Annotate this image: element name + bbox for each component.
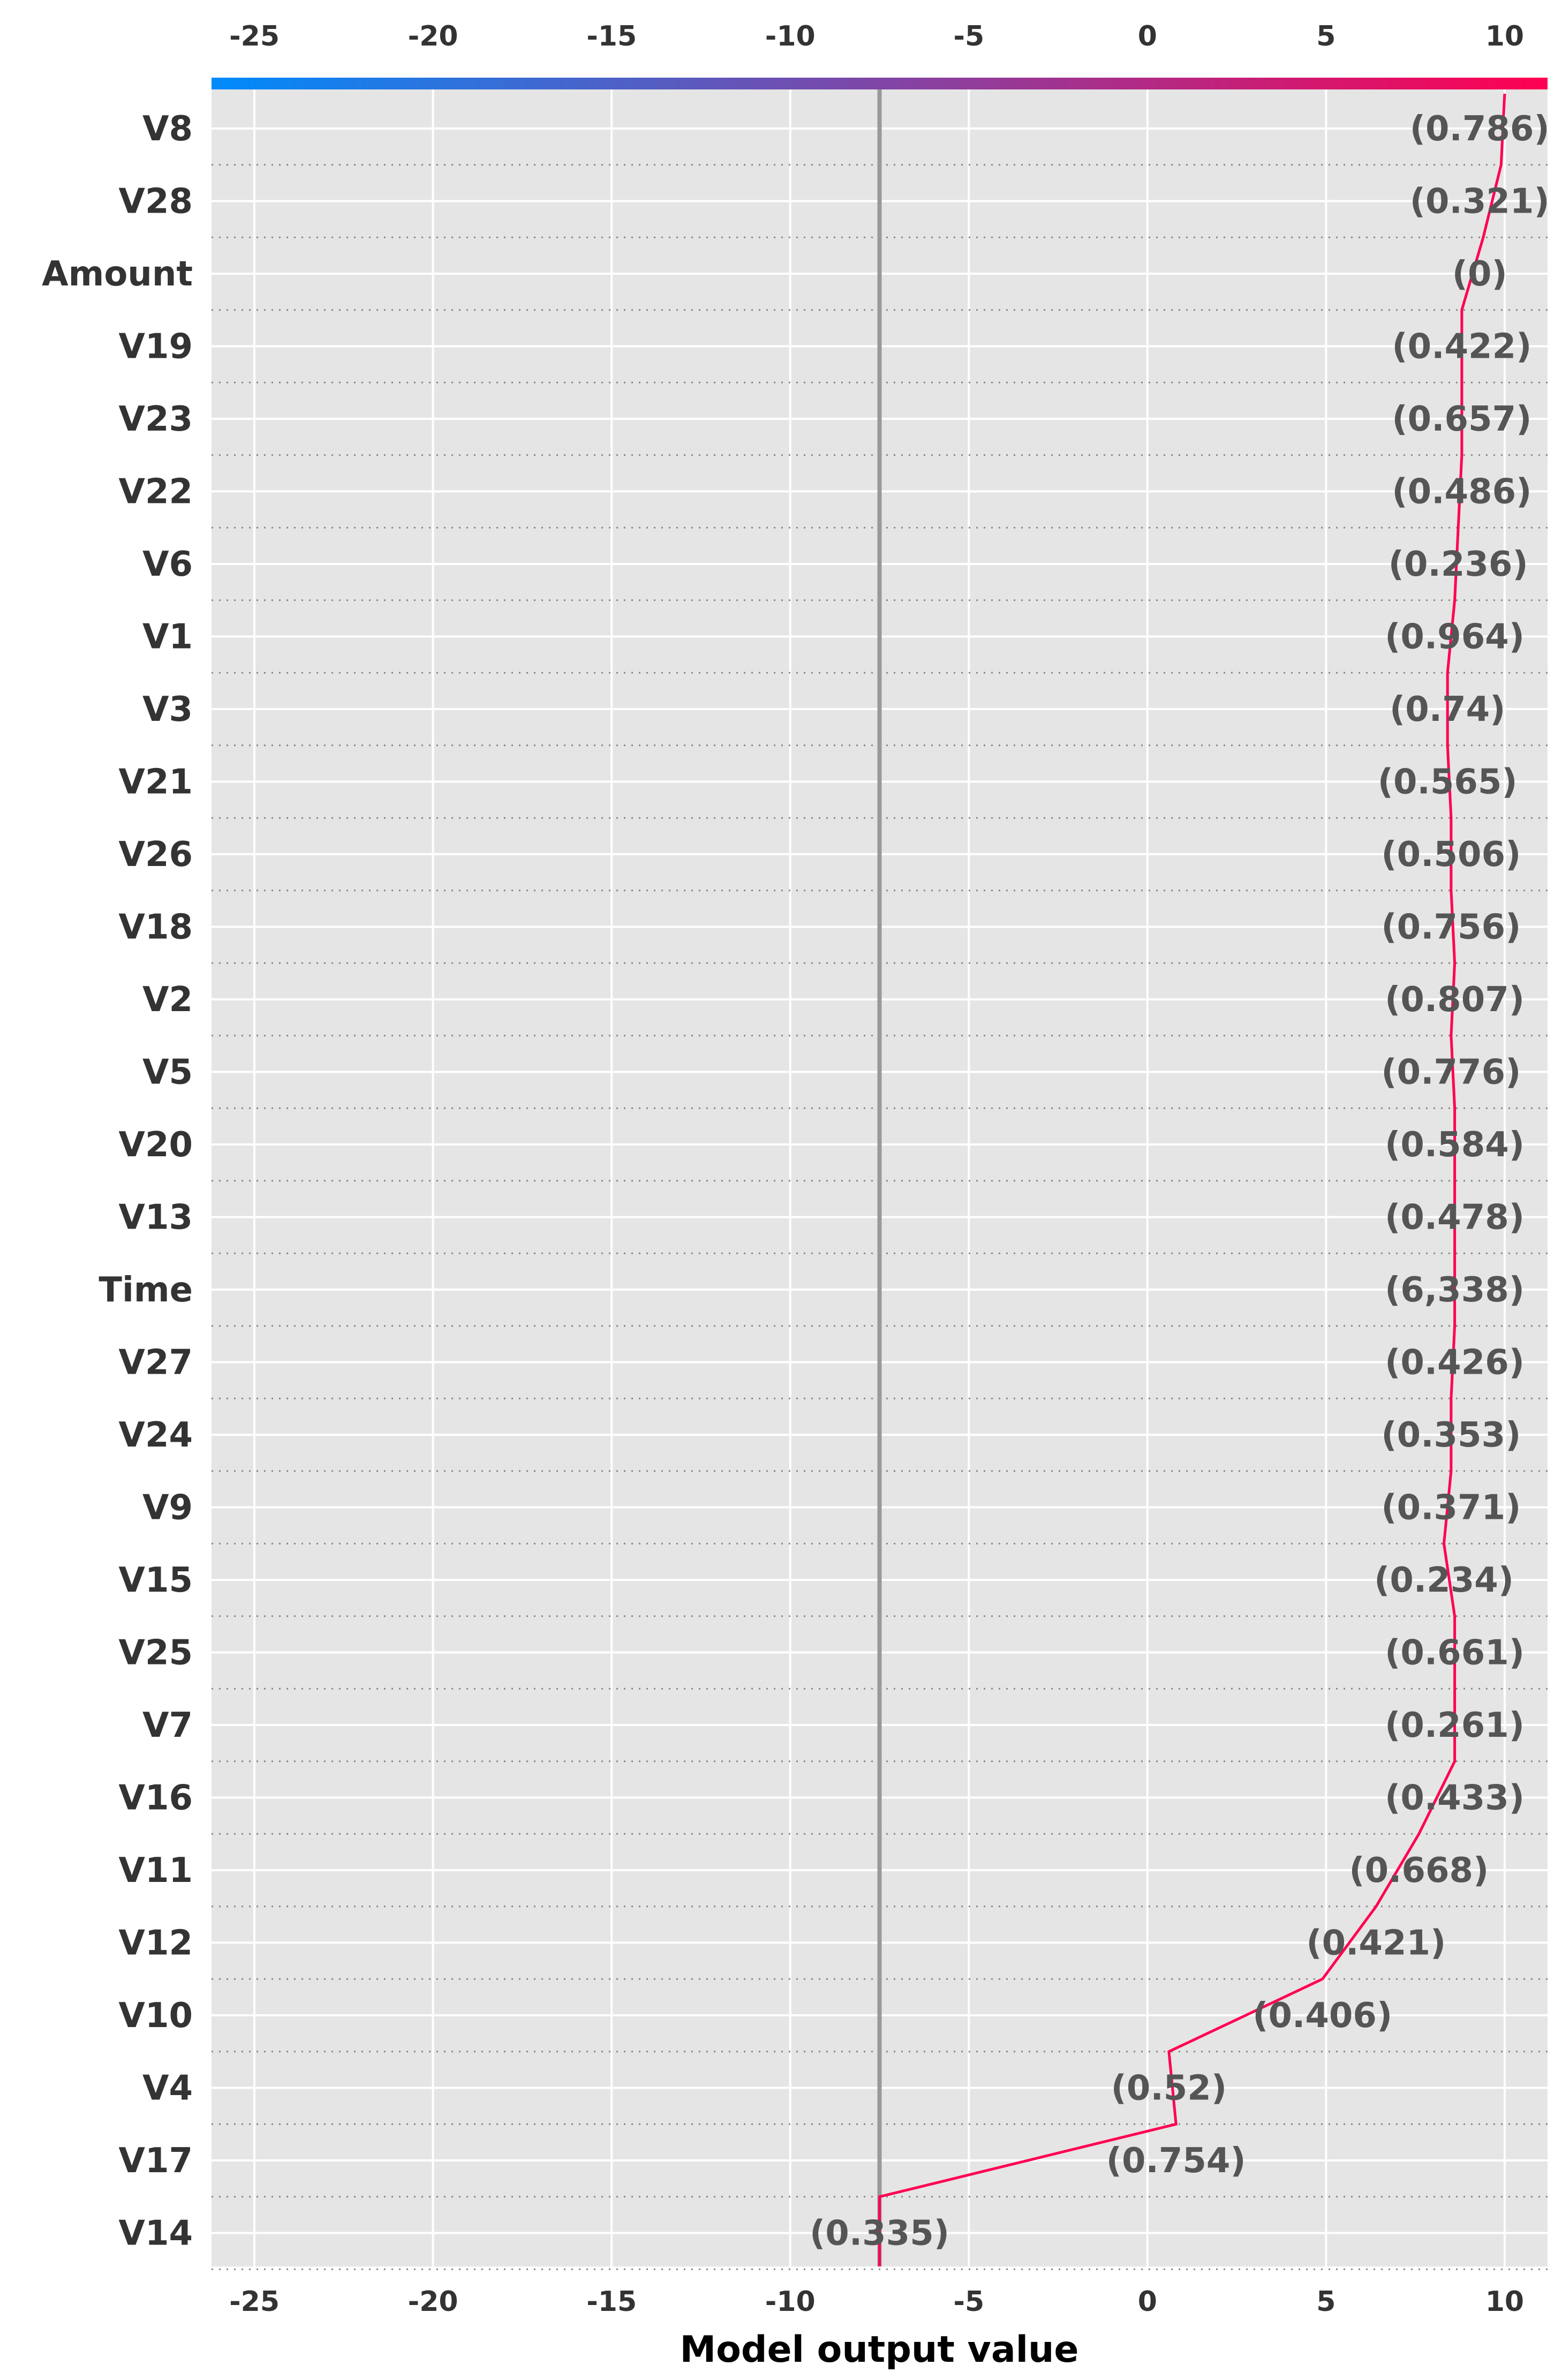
- bottom-x-tick-label: -20: [408, 2286, 458, 2318]
- feature-label: V3: [142, 690, 193, 729]
- top-x-tick-label: -5: [953, 20, 984, 52]
- feature-value-label: (0.426): [1385, 1343, 1525, 1383]
- feature-value-label: (0.754): [1106, 2141, 1246, 2181]
- feature-label: V10: [118, 1996, 193, 2036]
- feature-label: V7: [142, 1706, 193, 1745]
- feature-value-label: (0.506): [1381, 835, 1521, 875]
- feature-value-label: (0.661): [1385, 1633, 1525, 1673]
- top-x-tick-label: 0: [1138, 20, 1157, 52]
- feature-label: V18: [118, 908, 193, 947]
- feature-label: V6: [142, 545, 193, 584]
- bottom-x-tick-label: -15: [586, 2286, 637, 2318]
- colorbar: [212, 78, 1548, 89]
- top-x-tick-label: 5: [1316, 20, 1335, 52]
- feature-label: V2: [142, 980, 193, 1020]
- bottom-x-tick-label: 0: [1138, 2286, 1157, 2318]
- feature-label: V25: [118, 1633, 193, 1673]
- feature-label: V16: [118, 1779, 193, 1818]
- decision-path-line: [878, 93, 1506, 2266]
- feature-value-label: (0.807): [1385, 980, 1525, 1020]
- feature-value-label: (0.234): [1374, 1561, 1514, 1600]
- feature-value-label: (0.236): [1389, 545, 1528, 584]
- bottom-x-tick-label: -5: [953, 2286, 984, 2318]
- feature-label: V20: [118, 1125, 193, 1165]
- feature-label: V27: [118, 1343, 193, 1383]
- feature-value-label: (0.421): [1306, 1924, 1446, 1963]
- feature-label: V12: [118, 1924, 193, 1963]
- feature-label: V13: [118, 1198, 193, 1238]
- feature-label: V17: [118, 2141, 193, 2181]
- feature-value-label: (0.321): [1410, 182, 1550, 222]
- feature-value-label: (0.964): [1385, 617, 1525, 657]
- feature-label: V8: [142, 109, 193, 149]
- feature-value-label: (0.786): [1410, 109, 1550, 149]
- bottom-x-tick-label: 10: [1485, 2286, 1524, 2318]
- feature-label: V24: [118, 1415, 193, 1455]
- feature-value-label: (0.371): [1381, 1488, 1521, 1528]
- feature-value-label: (0.668): [1349, 1851, 1489, 1891]
- feature-value-label: (0.657): [1392, 400, 1531, 439]
- feature-label: V1: [142, 617, 193, 657]
- feature-label: V19: [118, 327, 193, 367]
- feature-label: V14: [118, 2214, 193, 2254]
- top-x-tick-label: 10: [1485, 20, 1524, 52]
- feature-label: Amount: [42, 254, 193, 294]
- feature-value-label: (6,338): [1385, 1270, 1525, 1310]
- feature-label: V9: [142, 1488, 193, 1528]
- feature-label: V15: [118, 1561, 193, 1600]
- feature-value-label: (0.335): [810, 2214, 949, 2254]
- feature-value-label: (0.406): [1252, 1996, 1392, 2036]
- feature-label: V4: [142, 2069, 193, 2108]
- feature-value-label: (0.353): [1381, 1415, 1521, 1455]
- feature-value-label: (0.478): [1385, 1198, 1525, 1238]
- top-x-tick-label: -25: [229, 20, 280, 52]
- feature-value-label: (0.433): [1385, 1779, 1525, 1818]
- feature-label: V26: [118, 835, 193, 875]
- feature-label: V22: [118, 472, 193, 512]
- feature-value-label: (0.776): [1381, 1053, 1521, 1093]
- feature-label: V11: [118, 1851, 193, 1891]
- x-axis-title: Model output value: [680, 2329, 1078, 2371]
- feature-value-label: (0.584): [1385, 1125, 1525, 1165]
- feature-value-label: (0.52): [1111, 2069, 1227, 2108]
- bottom-x-tick-label: -10: [765, 2286, 816, 2318]
- feature-label: V21: [118, 763, 193, 802]
- bottom-x-tick-label: -25: [229, 2286, 280, 2318]
- top-x-tick-label: -15: [586, 20, 637, 52]
- feature-value-label: (0.486): [1392, 472, 1531, 512]
- feature-label: Time: [99, 1270, 193, 1310]
- feature-value-label: (0.756): [1381, 908, 1521, 947]
- bottom-x-tick-label: 5: [1316, 2286, 1335, 2318]
- top-x-tick-label: -10: [765, 20, 816, 52]
- feature-value-label: (0.261): [1385, 1706, 1525, 1745]
- feature-label: V23: [118, 400, 193, 439]
- feature-label: V28: [118, 182, 193, 222]
- top-x-tick-label: -20: [408, 20, 458, 52]
- feature-value-label: (0.74): [1390, 690, 1505, 729]
- feature-value-label: (0.565): [1378, 763, 1518, 802]
- feature-label: V5: [142, 1053, 193, 1093]
- feature-value-label: (0): [1452, 254, 1507, 294]
- feature-value-label: (0.422): [1392, 327, 1531, 367]
